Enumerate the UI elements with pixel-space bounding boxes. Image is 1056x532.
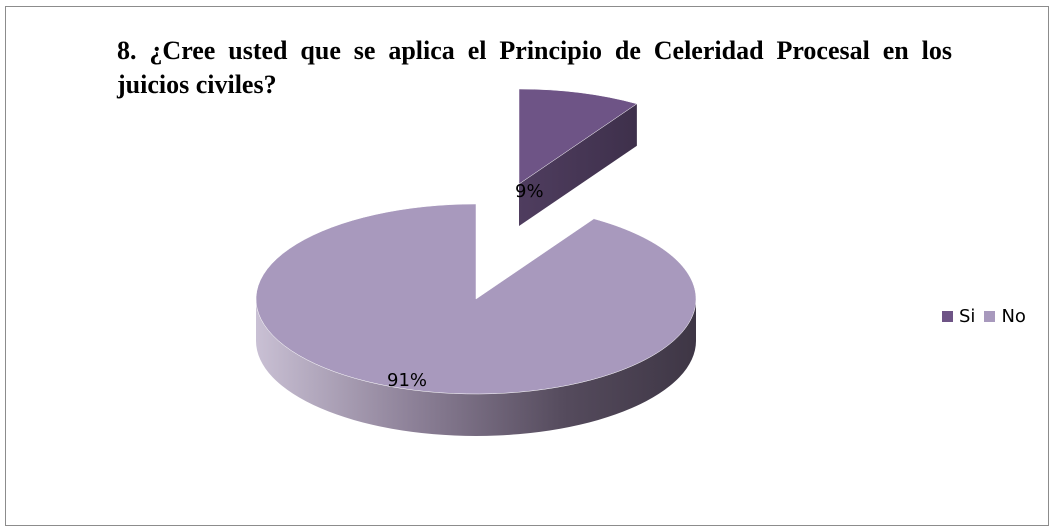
pie-slice-no	[255, 203, 697, 395]
legend-swatch-si	[942, 311, 953, 322]
legend-label-no: No	[1001, 306, 1026, 327]
pie-slice-side-no	[256, 299, 696, 436]
data-label-si: 9%	[515, 181, 544, 202]
data-label-no: 91%	[387, 370, 428, 391]
pie-slice-si	[518, 88, 638, 185]
legend: Si No	[942, 306, 1035, 327]
legend-item-no: No	[984, 306, 1026, 327]
legend-item-si: Si	[942, 306, 975, 327]
pie-slice-side-si	[519, 103, 637, 226]
legend-swatch-no	[984, 311, 996, 322]
chart-title: 8. ¿Cree usted que se aplica el Principi…	[117, 36, 952, 99]
legend-label-si: Si	[959, 306, 976, 327]
